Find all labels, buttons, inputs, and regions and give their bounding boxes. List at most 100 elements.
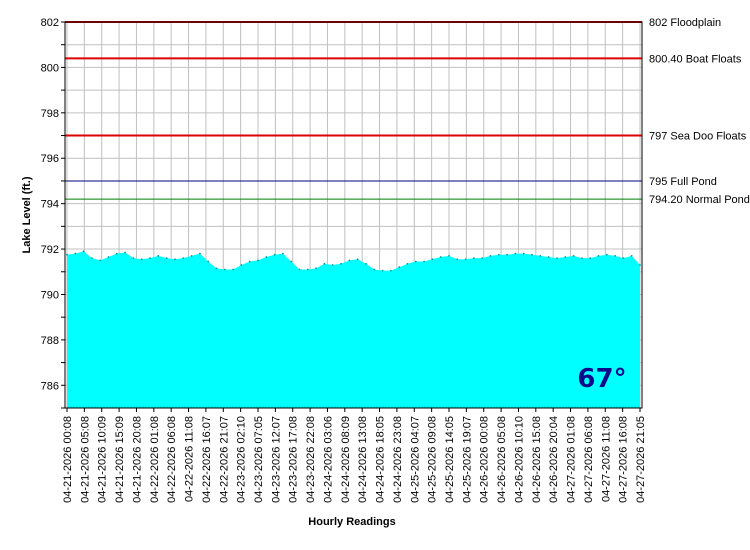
lake-level-point: [207, 260, 210, 263]
lake-level-point: [481, 257, 484, 259]
y-tick-label: 788: [41, 335, 59, 347]
x-tick-label: 04-23-2026 12:07: [270, 416, 282, 503]
lake-level-point: [406, 262, 409, 265]
y-tick-label: 802: [41, 17, 59, 29]
plot-frame: [64, 21, 643, 409]
lake-level-point: [506, 253, 508, 256]
y-tick-label: 798: [41, 108, 59, 120]
x-tick-label: 04-22-2026 06:08: [166, 416, 178, 503]
lake-level-point: [423, 260, 425, 263]
x-tick-label: 04-25-2026 19:07: [461, 416, 473, 503]
reference-line-label: 797 Sea Doo Floats: [649, 131, 747, 143]
lake-level-point: [124, 251, 126, 254]
lake-level-point: [630, 255, 633, 257]
lake-level-point: [381, 269, 384, 272]
temperature-badge: 67°: [577, 355, 627, 398]
x-tick-label: 04-23-2026 17:08: [288, 416, 300, 503]
lake-level-point: [439, 256, 442, 258]
x-tick-label: 04-24-2026 18:05: [375, 416, 387, 503]
lake-level-point: [348, 259, 351, 262]
lake-level-point: [140, 258, 143, 261]
x-tick-label: 04-23-2026 02:10: [236, 416, 248, 503]
lake-level-point: [174, 258, 176, 261]
x-tick-label: 04-26-2026 10:10: [513, 416, 525, 503]
lake-level-point: [132, 257, 135, 259]
x-tick-label: 04-23-2026 07:05: [253, 416, 265, 503]
lake-level-point: [257, 259, 259, 262]
x-tick-label: 04-25-2026 09:08: [427, 416, 439, 503]
lake-level-point: [556, 257, 558, 259]
reference-line-label: 794.20 Normal Pond: [649, 194, 750, 206]
lake-level-point: [240, 264, 243, 266]
lake-level-point: [82, 250, 85, 253]
lake-level-point: [265, 256, 268, 258]
lake-level-point: [456, 258, 459, 261]
y-axis-ticks: 786 788 790 792 794 796 798 800 802: [41, 17, 65, 409]
x-tick-label: 04-21-2026 15:09: [114, 416, 126, 503]
lake-level-point: [581, 257, 583, 259]
lake-level-point: [149, 257, 151, 259]
y-tick-label: 800: [41, 62, 59, 74]
y-axis-title: Lake Level (ft.): [21, 176, 33, 253]
lake-level-fill: [67, 251, 640, 408]
temperature-badge-text: 67°: [577, 364, 626, 394]
lake-level-point: [323, 262, 326, 265]
x-tick-label: 04-26-2026 15:08: [531, 416, 543, 503]
lake-level-point: [298, 268, 301, 271]
x-tick-label: 04-22-2026 01:08: [149, 416, 161, 503]
lake-level-point: [190, 255, 193, 257]
x-tick-label: 04-27-2026 16:08: [618, 416, 630, 503]
x-tick-label: 04-26-2026 00:08: [479, 416, 491, 503]
reference-line-label: 800.40 Boat Floats: [649, 53, 742, 65]
lake-level-point: [223, 268, 226, 271]
x-tick-label: 04-24-2026 13:08: [357, 416, 369, 503]
lake-level-point: [165, 257, 168, 259]
lake-level-point: [398, 266, 401, 269]
lake-level-point: [91, 257, 93, 259]
lake-level-point: [605, 253, 608, 256]
x-tick-label: 04-24-2026 03:06: [322, 416, 334, 503]
y-tick-label: 790: [41, 289, 59, 301]
x-axis-ticks: 04-21-2026 00:08 04-21-2026 05:08 04-21-20…: [62, 408, 647, 503]
lake-level-point: [414, 260, 417, 263]
reference-line-label: 795 Full Pond: [649, 176, 717, 188]
x-tick-label: 04-24-2026 23:08: [392, 416, 404, 503]
lake-level-point: [572, 255, 575, 257]
x-tick-label: 04-24-2026 08:09: [340, 416, 352, 503]
lake-level-point: [315, 267, 317, 270]
x-tick-label: 04-26-2026 05:08: [496, 416, 508, 503]
lake-level-point: [489, 255, 492, 257]
lake-level-point: [614, 255, 616, 257]
lake-level-point: [273, 253, 276, 256]
lake-level-point: [547, 256, 550, 258]
lake-level-point: [390, 269, 392, 272]
x-tick-label: 04-27-2026 11:08: [600, 416, 612, 502]
lake-level-point: [66, 253, 68, 256]
x-tick-label: 04-22-2026 16:07: [201, 416, 213, 503]
y-tick-label: 786: [41, 380, 59, 392]
lake-level-point: [539, 255, 542, 257]
lake-level-point: [107, 256, 110, 258]
lake-level-point: [473, 257, 475, 259]
lake-level-point: [199, 252, 201, 255]
lake-level-point: [464, 258, 467, 261]
lake-level-point: [531, 253, 533, 256]
lake-level-point: [431, 258, 434, 261]
lake-level-point: [215, 267, 218, 270]
lake-level-point: [597, 255, 600, 257]
x-tick-label: 04-25-2026 04:07: [409, 416, 421, 503]
x-tick-label: 04-27-2026 21:05: [635, 416, 647, 503]
lake-level-area: [66, 250, 641, 408]
x-tick-label: 04-27-2026 01:08: [566, 416, 578, 503]
x-tick-label: 04-23-2026 22:08: [305, 416, 317, 503]
lake-level-point: [356, 258, 359, 261]
x-tick-label: 04-21-2026 20:08: [131, 416, 143, 503]
lake-level-point: [365, 262, 367, 265]
lake-level-point: [373, 268, 376, 271]
lake-level-point: [306, 268, 309, 271]
lake-level-point: [564, 256, 567, 258]
lake-level-point: [522, 252, 525, 255]
lake-level-point: [232, 268, 235, 271]
y-tick-label: 792: [41, 244, 59, 256]
lake-level-point: [622, 257, 625, 259]
